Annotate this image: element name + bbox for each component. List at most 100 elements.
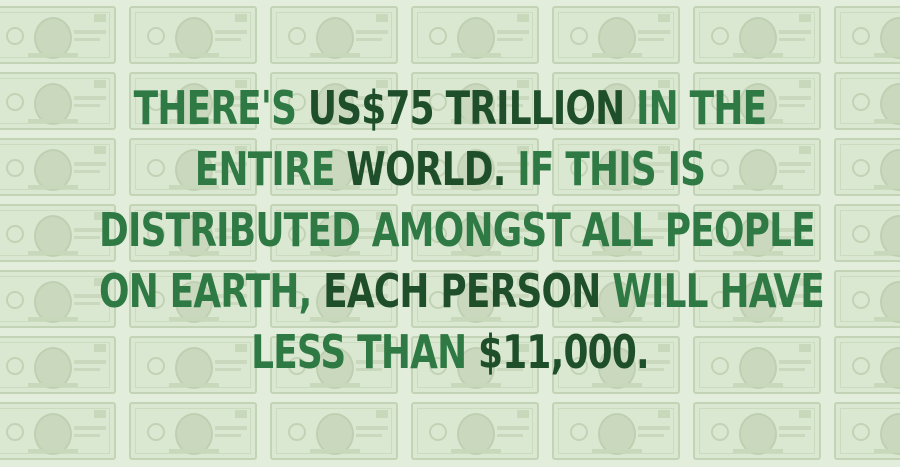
bill-foot-icon <box>169 185 219 189</box>
bill-band-icon <box>356 162 388 166</box>
dollar-bill-icon <box>0 138 116 196</box>
bill-band-icon <box>779 426 811 430</box>
dollar-bill-icon <box>129 138 257 196</box>
bill-corner-icon <box>94 212 106 220</box>
bill-foot-icon <box>310 449 360 453</box>
bill-portrait-icon <box>34 83 72 125</box>
bill-seal-icon <box>147 159 165 177</box>
bill-band-icon <box>779 30 811 34</box>
bill-foot-icon <box>733 53 783 57</box>
bill-foot-icon <box>592 449 642 453</box>
bill-band2-icon <box>356 434 382 437</box>
bill-band-icon <box>638 426 670 430</box>
bill-portrait-icon <box>175 149 213 191</box>
bill-foot-icon <box>28 251 78 255</box>
bill-corner-icon <box>658 410 670 418</box>
bill-seal-icon <box>429 357 447 375</box>
bill-corner-icon <box>658 212 670 220</box>
headline-text: entire <box>194 142 347 196</box>
bill-seal-icon <box>6 159 24 177</box>
bill-seal-icon <box>711 225 729 243</box>
dollar-bill-icon <box>270 402 398 460</box>
dollar-bill-icon <box>411 6 539 64</box>
bill-band-icon <box>74 294 106 298</box>
bill-portrait-icon <box>457 413 495 455</box>
bill-corner-icon <box>376 410 388 418</box>
bill-band2-icon <box>215 236 241 239</box>
dollar-bill-icon <box>552 72 680 130</box>
bill-band-icon <box>497 30 529 34</box>
bill-band2-icon <box>497 104 523 107</box>
bill-seal-icon <box>288 357 306 375</box>
bill-foot-icon <box>169 119 219 123</box>
bill-seal-icon <box>288 225 306 243</box>
bill-band2-icon <box>356 104 382 107</box>
bill-portrait-icon <box>739 17 777 59</box>
bill-foot-icon <box>451 251 501 255</box>
bill-corner-icon <box>517 278 529 286</box>
bill-band2-icon <box>638 170 664 173</box>
headline-text: in the <box>624 81 767 135</box>
bill-band2-icon <box>356 170 382 173</box>
bill-foot-icon <box>592 317 642 321</box>
bill-corner-icon <box>94 14 106 22</box>
dollar-bill-icon <box>411 402 539 460</box>
bill-foot-icon <box>874 383 900 387</box>
dollar-bill-icon <box>0 204 116 262</box>
bill-corner-icon <box>376 80 388 88</box>
bill-band2-icon <box>638 104 664 107</box>
bill-seal-icon <box>288 27 306 45</box>
bill-foot-icon <box>310 119 360 123</box>
dollar-bill-icon <box>834 204 900 262</box>
bill-foot-icon <box>874 53 900 57</box>
bill-portrait-icon <box>175 17 213 59</box>
bill-band-icon <box>638 294 670 298</box>
headline-line-5: less than $11,000. <box>99 322 801 383</box>
bill-foot-icon <box>874 251 900 255</box>
bill-seal-icon <box>288 423 306 441</box>
bill-portrait-icon <box>457 347 495 389</box>
bill-portrait-icon <box>457 83 495 125</box>
bill-seal-icon <box>6 291 24 309</box>
bill-foot-icon <box>28 119 78 123</box>
bill-seal-icon <box>429 423 447 441</box>
bill-portrait-icon <box>316 347 354 389</box>
bill-corner-icon <box>799 212 811 220</box>
bill-band-icon <box>74 426 106 430</box>
dollar-bill-icon <box>834 72 900 130</box>
bill-portrait-icon <box>598 413 636 455</box>
headline-line-1: There's US$75 trillion in the <box>99 78 801 139</box>
dollar-bill-icon <box>129 72 257 130</box>
bill-foot-icon <box>310 383 360 387</box>
bill-corner-icon <box>94 146 106 154</box>
bill-corner-icon <box>235 14 247 22</box>
bill-foot-icon <box>310 251 360 255</box>
bill-seal-icon <box>288 291 306 309</box>
bill-portrait-icon <box>457 215 495 257</box>
bill-portrait-icon <box>175 347 213 389</box>
bill-corner-icon <box>94 278 106 286</box>
bill-band2-icon <box>497 170 523 173</box>
bill-seal-icon <box>852 423 870 441</box>
bill-band2-icon <box>638 236 664 239</box>
bill-foot-icon <box>28 383 78 387</box>
bill-corner-icon <box>376 212 388 220</box>
bill-seal-icon <box>852 225 870 243</box>
bill-seal-icon <box>429 93 447 111</box>
bill-seal-icon <box>6 93 24 111</box>
bill-portrait-icon <box>34 413 72 455</box>
bill-corner-icon <box>658 80 670 88</box>
dollar-bill-icon <box>129 204 257 262</box>
bill-band-icon <box>74 30 106 34</box>
headline-emphasis: $11,000. <box>478 325 650 379</box>
bill-portrait-icon <box>598 281 636 323</box>
bill-portrait-icon <box>316 281 354 323</box>
bill-corner-icon <box>799 146 811 154</box>
bill-portrait-icon <box>316 215 354 257</box>
bill-band-icon <box>356 228 388 232</box>
bill-foot-icon <box>169 53 219 57</box>
bill-band2-icon <box>215 302 241 305</box>
dollar-bill-icon <box>270 204 398 262</box>
bill-seal-icon <box>429 27 447 45</box>
bill-band-icon <box>356 360 388 364</box>
